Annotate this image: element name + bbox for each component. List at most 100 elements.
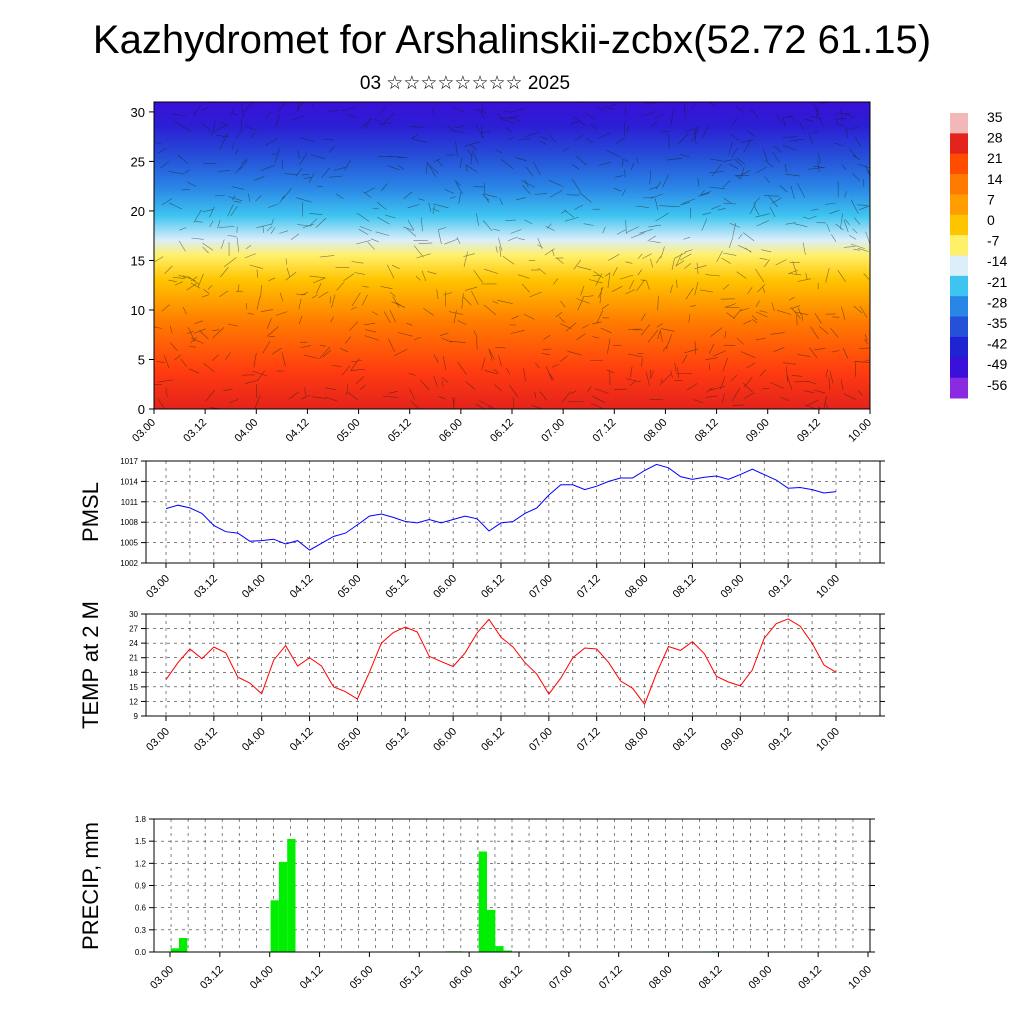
- xtick-label: 08.00: [623, 726, 651, 754]
- xtick-label: 09.12: [766, 726, 794, 754]
- ytick-label: 18: [129, 668, 138, 677]
- ytick-label: 1014: [120, 477, 138, 486]
- xtick-label: 06.00: [431, 726, 459, 754]
- colorbar-label: -49: [987, 356, 1007, 372]
- xtick-label: 04.00: [240, 726, 268, 754]
- colorbar-label: -14: [987, 253, 1007, 269]
- xtick-label: 07.00: [547, 964, 575, 992]
- xtick-label: 04.12: [298, 964, 326, 992]
- precip-bar: [287, 839, 296, 952]
- heatmap-xtick-label: 05.00: [335, 417, 363, 445]
- ytick-label: 9: [134, 712, 139, 721]
- xtick-label: 05.00: [336, 573, 364, 601]
- colorbar-label: -42: [987, 336, 1007, 352]
- colorbar-swatch: [950, 275, 968, 297]
- heatmap-xtick-label: 08.00: [642, 417, 670, 445]
- precip-bar: [179, 938, 188, 952]
- colorbar-swatch: [950, 235, 968, 256]
- xtick-label: 05.12: [383, 573, 411, 601]
- heatmap-xtick-label: 09.12: [795, 417, 823, 445]
- ytick-label: 1.5: [135, 837, 147, 846]
- colorbar-label: 35: [987, 109, 1003, 125]
- heatmap-ytick-label: 5: [138, 352, 145, 367]
- ytick-label: 1017: [120, 457, 138, 466]
- xtick-label: 09.12: [796, 964, 824, 992]
- colorbar-swatch: [950, 296, 968, 318]
- xtick-label: 09.00: [746, 964, 774, 992]
- xtick-label: 04.12: [288, 726, 316, 754]
- xtick-label: 08.00: [647, 964, 675, 992]
- ytick-label: 0.9: [135, 882, 147, 891]
- colorbar-label: 21: [987, 150, 1003, 166]
- heatmap-xtick-label: 04.00: [232, 417, 260, 445]
- colorbar-label: 7: [987, 191, 995, 207]
- xtick-label: 10.00: [814, 726, 842, 754]
- heatmap-xtick-label: 03.12: [181, 417, 209, 445]
- ytick-label: 0.6: [135, 904, 147, 913]
- colorbar-label: -28: [987, 294, 1007, 310]
- xtick-label: 03.12: [192, 726, 220, 754]
- ytick-label: 21: [129, 654, 138, 663]
- colorbar-swatch: [950, 194, 968, 216]
- y-axis-label: PRECIP, mm: [78, 822, 103, 950]
- precip-bar: [170, 948, 179, 952]
- chart-title: Kazhydromet for Arshalinskii-zcbx(52.72 …: [92, 18, 932, 62]
- ytick-label: 12: [129, 697, 138, 706]
- colorbar-swatch: [950, 357, 968, 379]
- heatmap-ytick-label: 0: [138, 402, 145, 417]
- colorbar-swatch: [950, 153, 968, 175]
- xtick-label: 09.00: [718, 573, 746, 601]
- colorbar-label: -35: [987, 315, 1007, 331]
- xtick-label: 03.00: [144, 573, 172, 601]
- ytick-label: 1008: [120, 518, 138, 527]
- heatmap-xtick-label: 04.12: [284, 417, 312, 445]
- precip-bar: [495, 946, 504, 952]
- xtick-label: 05.00: [336, 726, 364, 754]
- xtick-label: 06.12: [497, 964, 525, 992]
- panel-frame: [145, 460, 881, 564]
- ytick-label: 30: [129, 610, 138, 619]
- series-line: [165, 463, 837, 551]
- xtick-label: 05.12: [383, 726, 411, 754]
- xtick-label: 03.12: [198, 964, 226, 992]
- precip-bar: [270, 900, 279, 952]
- precip-panel: 0.0 0.3 0.6 0.9 1.2 1.5 1.8 PRECIP, mm 03.00 03.1…: [78, 815, 875, 992]
- upper-air-heatmap-panel: 0 5 10 15 20 25 30 03.00 03.12 04.00 04.12 05.00 05.…: [130, 101, 874, 445]
- temperature-colorbar: 35 28 21 14 7 0 -7 -14 -21 -28 -35 -42 -49 -56: [950, 109, 1007, 399]
- xtick-label: 10.00: [846, 964, 874, 992]
- precip-bar: [478, 851, 487, 952]
- wind-vectors: [153, 101, 871, 410]
- heatmap-field: [154, 102, 870, 409]
- precip-bar: [487, 909, 496, 952]
- colorbar-label: -21: [987, 274, 1007, 290]
- colorbar-swatch: [950, 113, 968, 134]
- heatmap-ytick-label: 10: [131, 303, 145, 318]
- xtick-label: 06.00: [431, 573, 459, 601]
- ytick-label: 15: [129, 683, 138, 692]
- precip-bar: [278, 861, 288, 952]
- xtick-label: 08.12: [697, 964, 725, 992]
- ytick-label: 0.0: [135, 948, 147, 957]
- xtick-label: 07.12: [597, 964, 625, 992]
- heatmap-xtick-label: 07.00: [539, 417, 567, 445]
- xtick-label: 03.12: [192, 573, 220, 601]
- colorbar-label: -56: [987, 377, 1007, 393]
- xtick-label: 06.00: [447, 964, 475, 992]
- heatmap-xtick-label: 05.12: [386, 417, 414, 445]
- y-axis-label: TEMP at 2 M: [78, 601, 103, 729]
- heatmap-xtick-label: 06.12: [488, 417, 516, 445]
- heatmap-xtick-label: 03.00: [130, 417, 158, 445]
- ytick-label: 1011: [121, 498, 139, 507]
- pmsl-panel: 1002 1005 1008 1011 1014 1017 PMSL 03.00 03.12 04…: [78, 457, 885, 601]
- colorbar-label: 28: [987, 130, 1003, 146]
- colorbar-swatch: [950, 255, 968, 277]
- xtick-label: 09.12: [766, 573, 794, 601]
- xtick-label: 05.12: [397, 964, 425, 992]
- xtick-label: 07.00: [527, 726, 555, 754]
- xtick-label: 05.00: [348, 964, 376, 992]
- xtick-label: 08.00: [623, 573, 651, 601]
- colorbar-swatch: [950, 336, 968, 358]
- heatmap-xtick-label: 06.00: [437, 417, 465, 445]
- colorbar-swatch: [950, 174, 968, 195]
